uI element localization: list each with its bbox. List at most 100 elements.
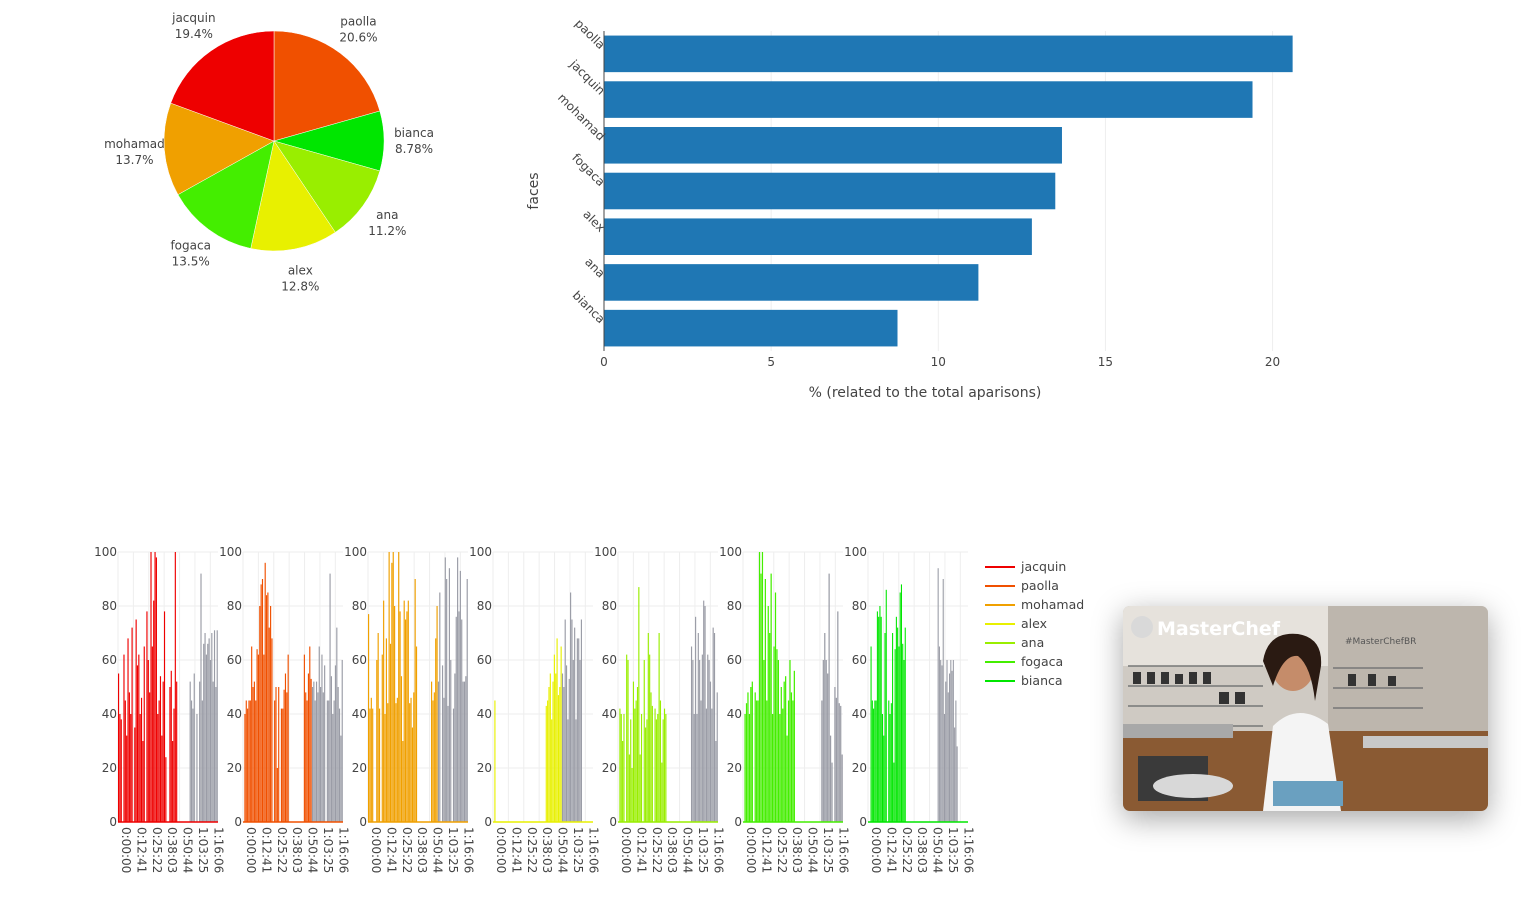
timeline-bar <box>895 616 897 822</box>
timeline-bar <box>193 673 195 822</box>
video-hashtag: #MasterChefBR <box>1345 637 1416 647</box>
timeline-bar <box>192 708 194 822</box>
y-tick-label: 60 <box>227 653 242 667</box>
timeline-bar <box>655 719 657 822</box>
timeline-bar <box>406 611 408 822</box>
timeline-bar <box>696 714 698 822</box>
timeline-bar <box>372 708 374 822</box>
pie-value-mohamad: 13.7% <box>115 153 153 167</box>
x-tick-label: 15 <box>1098 355 1113 369</box>
timeline-bar <box>257 654 260 822</box>
timeline-bar <box>282 708 284 822</box>
pie-slice-mohamad <box>163 102 275 195</box>
timeline-bar <box>309 646 311 822</box>
timeline-bar <box>307 673 310 822</box>
timeline-panel-fogaca: 0 20 40 60 80 100 0:00:00 0:12:41 0:25:22 0:38:03… <box>719 545 850 873</box>
x-tick-label: 0:50:44 <box>806 827 820 873</box>
timeline-bar <box>410 697 412 822</box>
y-axis-title: faces <box>526 172 542 209</box>
legend-item-fogaca[interactable]: fogaca <box>985 652 1084 671</box>
timeline-bar <box>951 670 953 822</box>
x-tick-label: 0:50:44 <box>431 827 445 873</box>
timeline-bar <box>575 719 577 822</box>
timeline-bar <box>640 714 643 822</box>
timeline-bar <box>333 700 335 822</box>
timeline-bar <box>338 708 341 822</box>
timeline-bar <box>446 579 448 822</box>
timeline-bar <box>432 700 434 822</box>
legend-item-bianca[interactable]: bianca <box>985 671 1084 690</box>
legend-item-ana[interactable]: ana <box>985 633 1084 652</box>
timeline-bar <box>745 703 748 822</box>
legend-item-alex[interactable]: alex <box>985 614 1084 633</box>
timeline-bar <box>876 611 878 822</box>
timeline-panel-ana: 0 20 40 60 80 100 0:00:00 0:12:41 0:25:22 0:38:03… <box>594 545 725 873</box>
pie-label-paolla: paolla <box>340 14 376 28</box>
timeline-bar <box>578 638 580 822</box>
legend-label: mohamad <box>1021 597 1085 612</box>
y-tick-label: 20 <box>852 761 867 775</box>
x-tick-label: 5 <box>767 355 775 369</box>
timeline-bar <box>130 714 132 822</box>
timeline-bar <box>892 633 894 822</box>
x-tick-label: 0 <box>600 355 608 369</box>
x-tick-label: 0:25:22 <box>400 827 414 873</box>
timeline-bar <box>126 735 128 822</box>
pie-chart-svg: paolla 20.6% bianca 8.78% ana 11.2% alex 12.8% f… <box>104 11 434 293</box>
timeline-bar <box>209 660 212 822</box>
pie-value-ana: 11.2% <box>368 224 406 238</box>
timeline-bar <box>276 768 278 822</box>
y-tick-label: 0 <box>359 815 367 829</box>
timeline-bar <box>411 727 413 822</box>
timeline-bar <box>452 708 455 822</box>
timeline-bar <box>792 700 794 822</box>
timeline-bar <box>208 638 210 822</box>
timeline-bar <box>437 681 440 822</box>
timeline-bar <box>949 673 951 822</box>
timeline-bar <box>630 719 632 822</box>
timeline-bar <box>880 616 882 822</box>
timeline-bar <box>317 692 319 822</box>
x-tick-label: 0:25:22 <box>650 827 664 873</box>
video-preview[interactable]: MasterChef #MasterChefBR <box>1123 606 1488 811</box>
timeline-bar <box>828 573 830 822</box>
timeline-bar <box>118 673 120 822</box>
timeline-bar <box>956 746 958 822</box>
x-tick-label: 0:38:03 <box>290 827 304 873</box>
x-tick-label: 10 <box>931 355 946 369</box>
legend-label: paolla <box>1021 578 1059 593</box>
pie-label-ana: ana <box>376 208 398 222</box>
x-tick-label: 0:00:00 <box>744 827 758 873</box>
timeline-bar <box>458 611 460 822</box>
timeline-bar <box>874 700 876 822</box>
y-tick-label: 80 <box>477 599 492 613</box>
y-tick-label: 40 <box>352 707 367 721</box>
bar-bianca <box>604 309 898 347</box>
timeline-bar <box>128 692 130 822</box>
y-tick-label: 100 <box>219 545 242 559</box>
timeline-bar <box>902 643 904 822</box>
timeline-bar <box>692 660 694 822</box>
pie-label-alex: alex <box>288 264 313 278</box>
y-tick-label: 60 <box>352 653 367 667</box>
video-frame[interactable]: MasterChef #MasterChefBR <box>1123 606 1488 811</box>
timeline-bar <box>203 643 205 822</box>
timeline-bar <box>623 714 625 822</box>
timeline-bar <box>205 654 207 822</box>
timeline-bar <box>407 600 409 822</box>
timeline-panel-paolla: 0 20 40 60 80 100 0:00:00 0:12:41 0:25:22 0:38:03… <box>219 545 350 873</box>
timeline-bar <box>767 606 769 822</box>
x-tick-label: 1:03:25 <box>571 827 585 873</box>
timeline-bar <box>413 692 415 822</box>
legend-item-jacquin[interactable]: jacquin <box>985 557 1084 576</box>
timeline-bar <box>138 654 140 822</box>
timeline-bar <box>267 592 269 822</box>
timeline-bar <box>579 660 581 822</box>
legend-item-mohamad[interactable]: mohamad <box>985 595 1084 614</box>
timeline-bar <box>773 646 775 822</box>
timeline-bar <box>213 630 216 822</box>
y-tick-label: fogaca <box>569 151 608 190</box>
legend-item-paolla[interactable]: paolla <box>985 576 1084 595</box>
timeline-bar <box>576 638 578 822</box>
timeline-bar <box>450 660 452 822</box>
